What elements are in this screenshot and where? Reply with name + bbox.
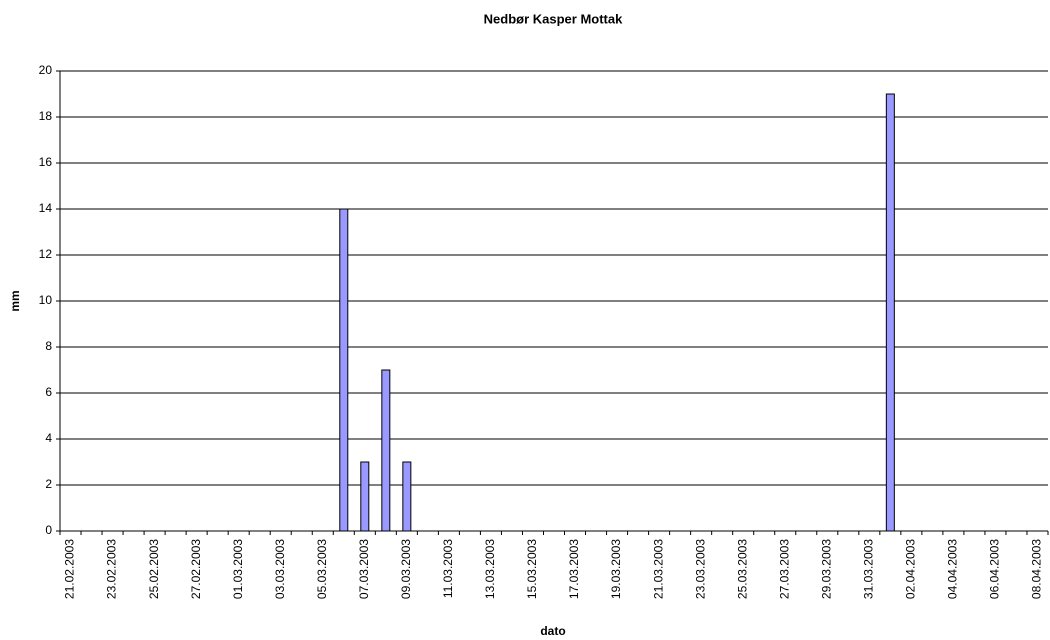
bar <box>360 461 370 532</box>
bar <box>402 461 412 532</box>
bar <box>885 93 895 532</box>
x-tick-label: 23.03.2003 <box>693 539 707 599</box>
x-tick-label: 09.03.2003 <box>399 539 413 599</box>
y-tick-label: 16 <box>39 155 53 169</box>
x-tick-label: 04.04.2003 <box>946 539 960 599</box>
x-tick-label: 02.04.2003 <box>904 539 918 599</box>
x-tick-label: 05.03.2003 <box>315 539 329 599</box>
x-tick-label: 17.03.2003 <box>567 539 581 599</box>
x-tick-label: 31.03.2003 <box>861 539 875 599</box>
y-tick-label: 8 <box>45 339 52 353</box>
bar <box>381 369 391 532</box>
y-tick-label: 4 <box>45 431 52 445</box>
chart-title: Nedbør Kasper Mottak <box>484 11 623 26</box>
x-tick-label: 25.02.2003 <box>147 539 161 599</box>
y-tick-label: 6 <box>45 385 52 399</box>
x-tick-label: 27.02.2003 <box>189 539 203 599</box>
x-tick-label: 08.04.2003 <box>1030 539 1044 599</box>
y-tick-label: 18 <box>39 109 53 123</box>
x-tick-label: 21.02.2003 <box>63 539 77 599</box>
y-tick-label: 10 <box>39 293 53 307</box>
x-tick-label: 11.03.2003 <box>441 539 455 598</box>
x-tick-label: 23.02.2003 <box>105 539 119 599</box>
x-tick-label: 19.03.2003 <box>609 539 623 599</box>
x-tick-label: 21.03.2003 <box>651 539 665 599</box>
x-tick-label: 13.03.2003 <box>483 539 497 599</box>
x-tick-label: 27.03.2003 <box>777 539 791 599</box>
y-tick-label: 2 <box>45 477 52 491</box>
x-tick-label: 03.03.2003 <box>273 539 287 599</box>
x-tick-label: 25.03.2003 <box>735 539 749 599</box>
y-tick-label: 20 <box>39 63 53 77</box>
y-axis-title: mm <box>8 290 22 311</box>
x-axis-title: dato <box>540 624 565 638</box>
x-tick-label: 01.03.2003 <box>231 539 245 599</box>
y-tick-label: 14 <box>39 201 53 215</box>
x-tick-label: 29.03.2003 <box>819 539 833 599</box>
bar <box>339 208 349 532</box>
x-tick-label: 06.04.2003 <box>988 539 1002 599</box>
y-tick-label: 12 <box>39 247 53 261</box>
x-tick-label: 15.03.2003 <box>525 539 539 599</box>
x-tick-label: 07.03.2003 <box>357 539 371 599</box>
y-tick-label: 0 <box>45 523 52 537</box>
